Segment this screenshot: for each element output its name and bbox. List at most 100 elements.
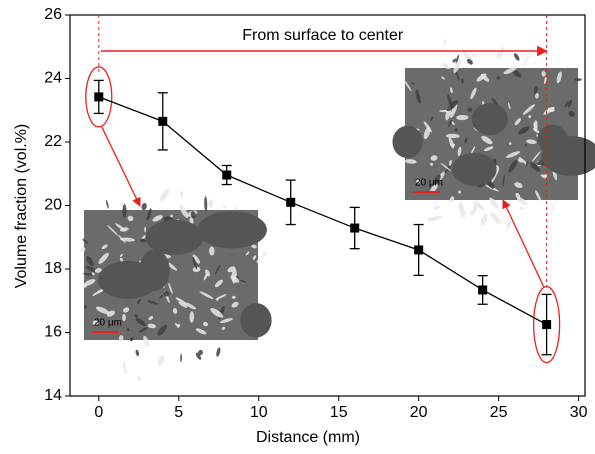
inset-phase	[98, 252, 109, 264]
inset-phase	[472, 53, 477, 58]
inset-phase	[135, 349, 140, 357]
pointer-arrow	[502, 199, 545, 287]
inset-phase	[517, 197, 528, 206]
inset-phase	[416, 178, 421, 184]
inset-phase	[204, 196, 208, 212]
inset-phase	[404, 159, 417, 164]
inset-phase	[175, 297, 187, 305]
inset-phase	[92, 320, 98, 326]
inset-phase	[146, 208, 152, 221]
inset-phase	[455, 54, 460, 64]
y-axis-label: Volume fraction (vol.%)	[13, 124, 30, 289]
inset-phase	[198, 349, 203, 356]
inset-phase	[445, 133, 460, 139]
inset-phase	[215, 294, 227, 300]
inset-phase	[82, 272, 95, 276]
inset-phase	[208, 199, 214, 208]
y-tick-label: 20	[44, 197, 62, 214]
inset-phase	[525, 161, 529, 166]
inset-phase	[119, 227, 129, 232]
inset-phase	[178, 301, 188, 308]
inset-phase	[458, 202, 466, 218]
inset-phase	[449, 51, 452, 55]
inset-phase	[252, 255, 257, 260]
inset-phase	[451, 121, 455, 126]
inset-phase	[94, 268, 102, 273]
inset-phase	[215, 264, 221, 275]
scale-bar-label: 20 μm	[415, 178, 443, 189]
x-tick-label: 10	[250, 404, 268, 421]
inset-phase	[461, 78, 464, 84]
inset-phase	[526, 139, 537, 144]
inset-phase	[239, 279, 247, 283]
x-tick-label: 30	[570, 404, 588, 421]
inset-phase	[106, 199, 109, 209]
y-tick-label: 18	[44, 260, 62, 277]
highlight-ellipse	[85, 66, 113, 128]
inset-phase	[135, 317, 146, 327]
data-point	[94, 92, 104, 102]
inset-phase	[180, 353, 182, 363]
data-point	[286, 197, 296, 207]
inset-phase	[449, 159, 452, 166]
inset-phase	[234, 206, 238, 210]
inset-phase	[471, 146, 476, 154]
inset-phase	[122, 313, 126, 322]
inset-phase	[564, 100, 569, 108]
inset-phase	[163, 290, 170, 297]
inset-phase	[508, 102, 511, 110]
inset-phase	[159, 188, 170, 203]
inset-phase	[134, 314, 139, 318]
x-axis-label: Distance (mm)	[256, 429, 360, 446]
inset-phase	[490, 212, 501, 224]
inset-phase	[159, 295, 164, 299]
inset-phase	[119, 257, 124, 262]
inset-phase	[126, 328, 130, 332]
inset-phase	[453, 59, 462, 74]
inset-phase	[511, 69, 522, 78]
inset-phase	[92, 287, 105, 297]
inset-phase	[480, 214, 488, 226]
inset-phase	[122, 361, 127, 375]
inset-phase	[556, 71, 562, 84]
inset-phase	[219, 318, 233, 324]
inset-phase	[107, 225, 119, 236]
inset-phase	[147, 323, 156, 329]
inset-phase	[245, 251, 250, 256]
inset-image: 20 μm	[80, 188, 272, 381]
inset-phase	[203, 321, 209, 327]
inset-phase	[531, 151, 541, 162]
inset-grain	[139, 249, 170, 291]
inset-phase	[533, 86, 538, 95]
inset-grain	[541, 135, 595, 176]
inset-phase	[517, 158, 523, 163]
inset-phase	[157, 325, 167, 336]
inset-phase	[147, 300, 158, 305]
inset-phase	[441, 76, 445, 80]
y-tick-label: 22	[44, 133, 62, 150]
scale-bar-label: 20 μm	[94, 318, 122, 329]
inset-phase	[489, 197, 499, 209]
inset-phase	[496, 76, 501, 80]
inset-phase	[429, 215, 442, 222]
inset-phase	[262, 252, 267, 257]
inset-phase	[448, 119, 453, 127]
inset-phase	[199, 291, 214, 300]
inset-phase	[91, 272, 95, 276]
inset-phase	[148, 316, 154, 321]
inset-phase	[168, 282, 173, 294]
inset-phase	[448, 137, 455, 149]
inset-phase	[179, 204, 189, 219]
inset-phase	[174, 323, 180, 327]
inset-phase	[458, 190, 462, 194]
inset-phase	[141, 202, 147, 211]
inset-phase	[503, 67, 517, 75]
inset-phase	[256, 259, 260, 263]
inset-phase	[490, 171, 498, 184]
inset-phase	[122, 204, 127, 218]
inset-phase	[423, 121, 432, 133]
inset-phase	[251, 244, 257, 249]
x-tick-label: 20	[410, 404, 428, 421]
inset-phase	[152, 215, 163, 222]
